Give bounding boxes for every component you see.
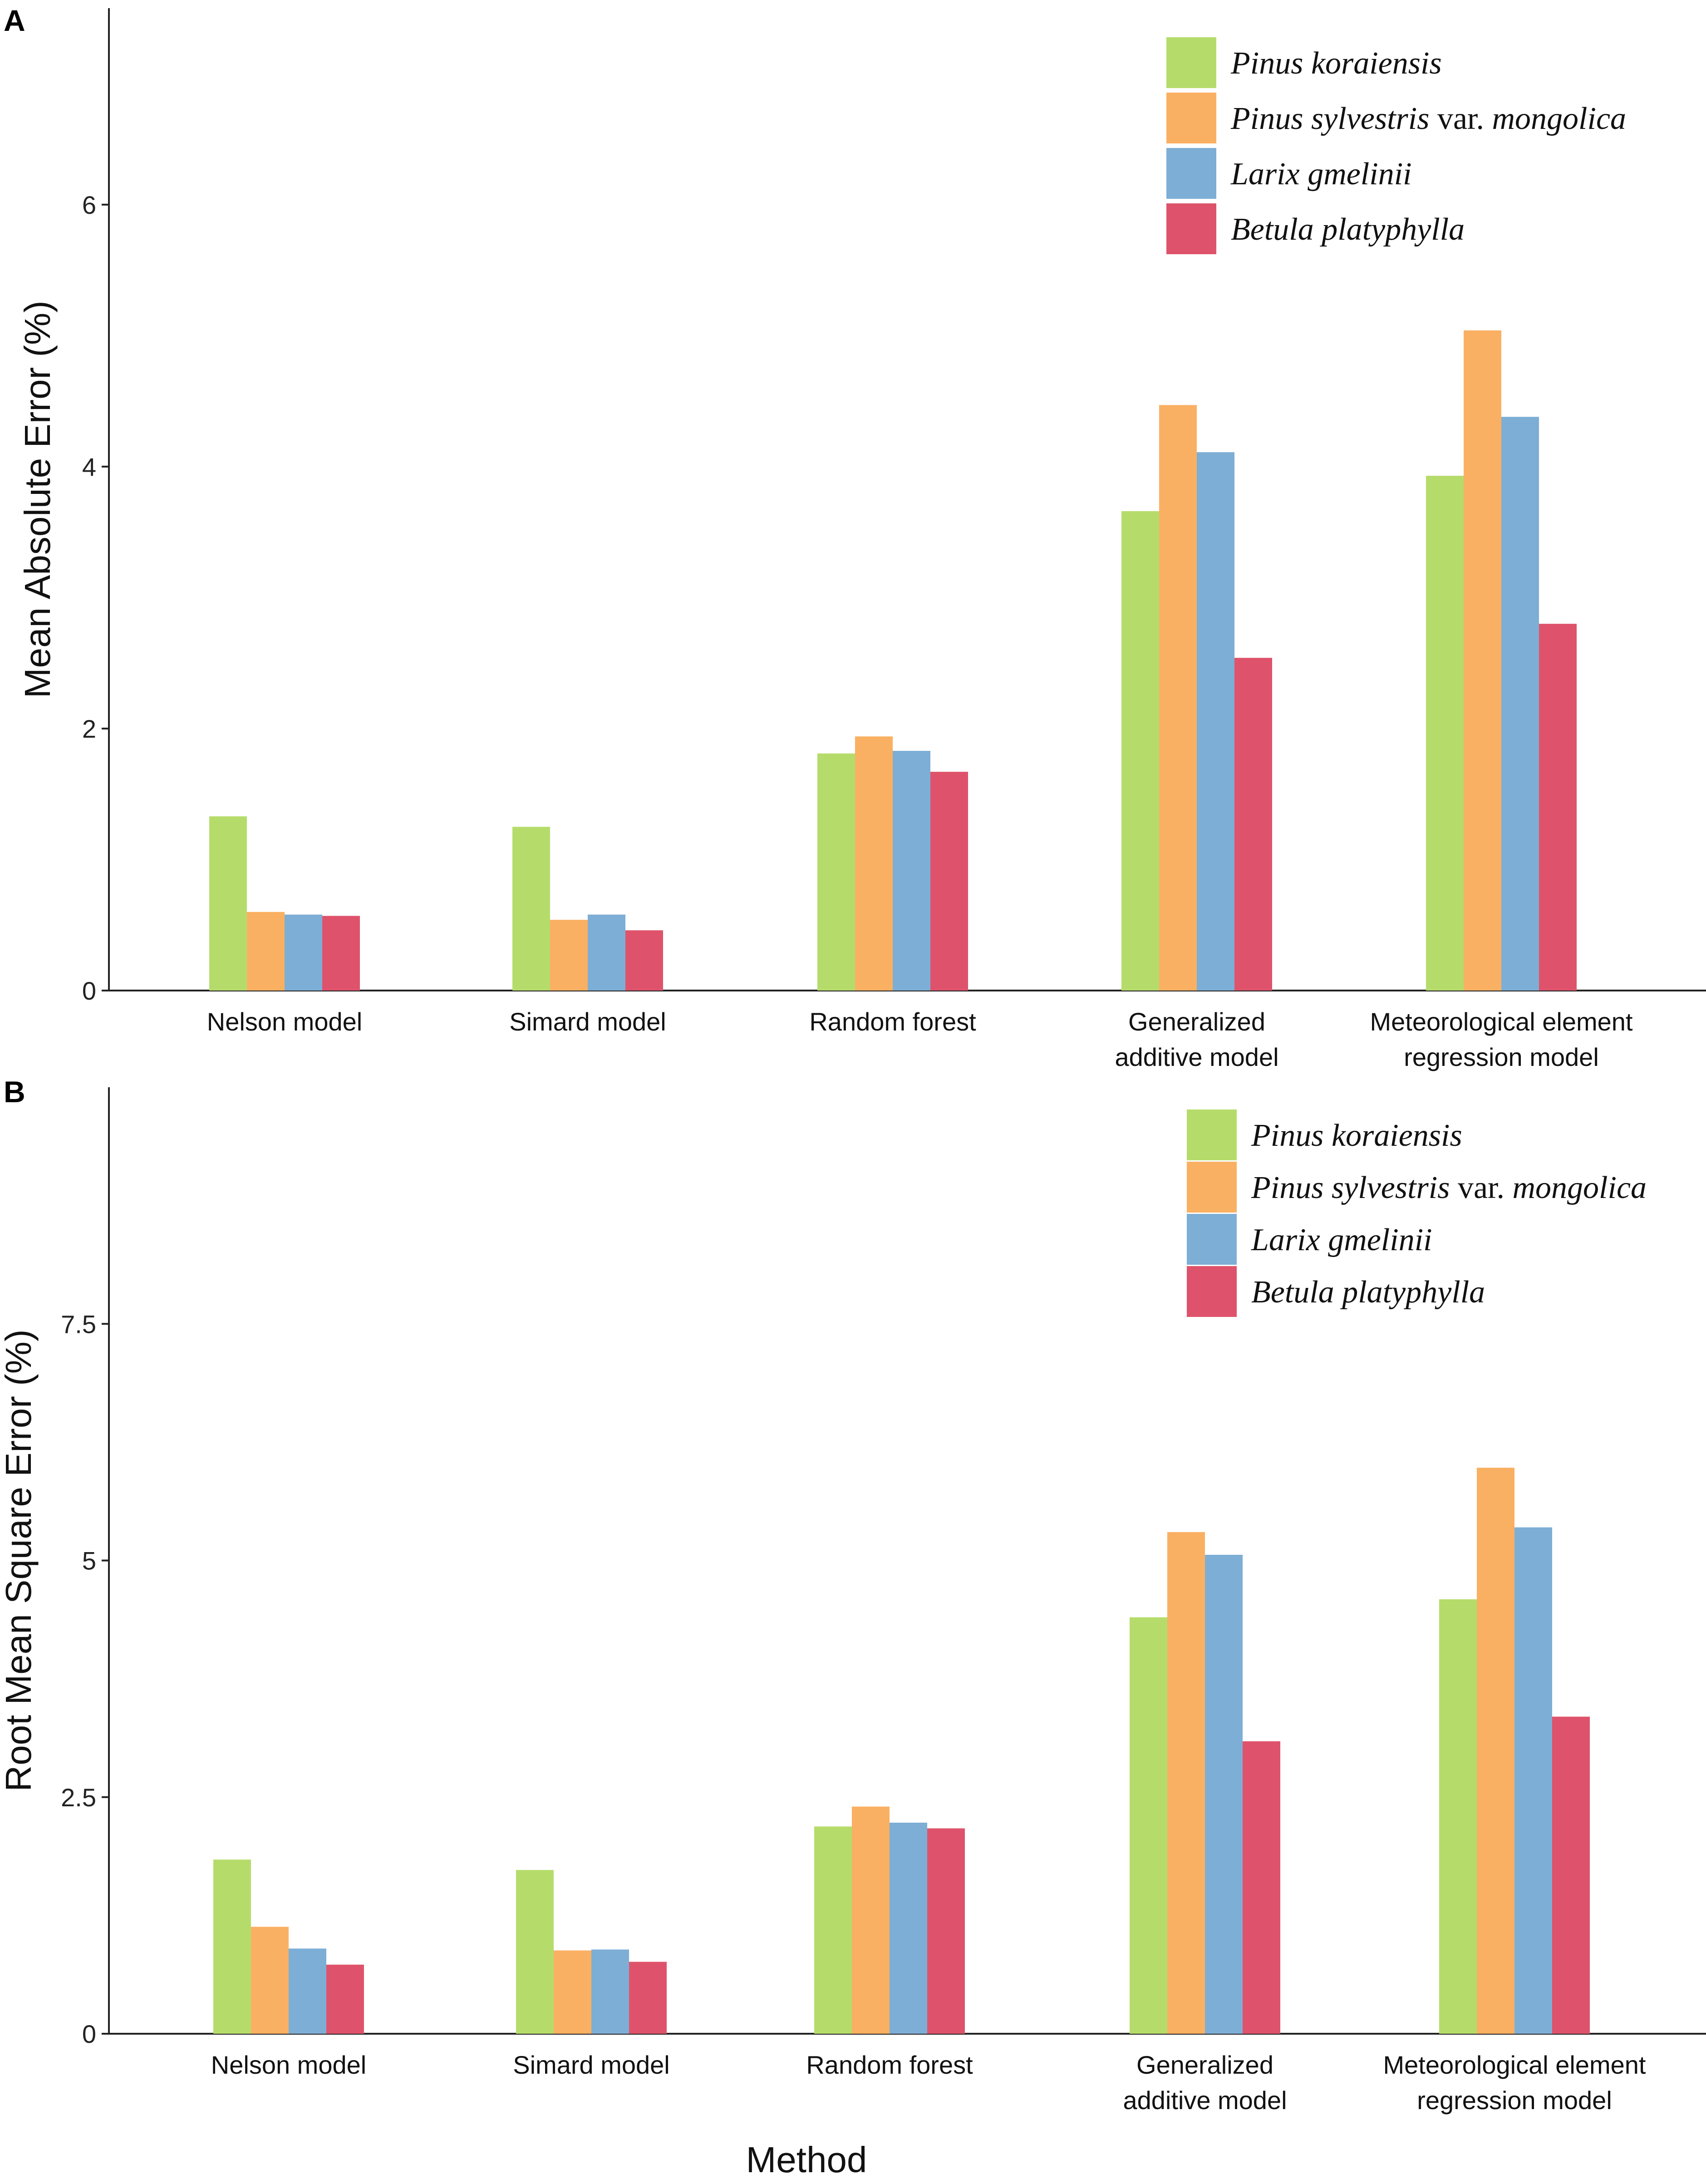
legend-label: Pinus sylvestris var. mongolica [1251,1170,1647,1205]
bar [1539,624,1577,991]
category-label: Nelson model [211,2051,366,2079]
legend-swatch [1187,1109,1237,1160]
legend-label: Betula platyphylla [1231,212,1465,247]
bar [1552,1716,1590,2034]
bar [251,1927,289,2034]
legend-label: Pinus koraiensis [1230,46,1442,81]
bar [1464,330,1501,991]
bar [1159,405,1197,991]
legend-label: Larix gmelinii [1230,157,1412,192]
y-tick-label: 5 [82,1547,96,1575]
panel-label: B [4,1075,25,1109]
y-tick-label: 4 [82,453,96,481]
bar [1205,1554,1243,2034]
legend-label: Pinus koraiensis [1251,1118,1462,1153]
legend-swatch [1187,1266,1237,1317]
category-label: Generalized [1136,2051,1273,2079]
y-tick-label: 6 [82,191,96,219]
category-label: additive model [1115,1043,1278,1071]
category-label: regression model [1417,2086,1612,2115]
bar [1234,658,1272,991]
bar [554,1950,591,2034]
bar [247,912,285,991]
y-axis-title: Root Mean Square Error (%) [0,1329,39,1791]
y-tick-label: 7.5 [61,1310,96,1338]
bar [852,1806,890,2034]
category-label: Nelson model [207,1007,362,1036]
bar [1439,1599,1477,2034]
legend-swatch [1187,1214,1237,1265]
category-label: Simard model [509,1007,666,1036]
bar [855,736,893,991]
bar [322,916,360,991]
category-label: Meteorological element [1383,2051,1646,2079]
bar [1426,476,1464,991]
category-label: regression model [1404,1043,1599,1071]
bar [625,930,663,991]
bar [209,816,247,991]
panel-label: A [4,4,25,37]
legend-label: Larix gmelinii [1251,1223,1432,1257]
bar [890,1823,927,2034]
y-tick-label: 2 [82,715,96,743]
legend-swatch [1166,203,1216,254]
y-tick-label: 0 [82,976,96,1005]
bar [893,750,930,991]
y-tick-label: 2.5 [61,1783,96,1812]
bar [289,1948,326,2034]
y-axis-title: Mean Absolute Error (%) [17,301,58,698]
bar [550,920,588,991]
legend-swatch [1166,37,1216,88]
category-label: Simard model [513,2051,669,2079]
x-axis-title: Method [746,2140,867,2180]
bar [1477,1468,1514,2034]
legend-swatch [1187,1162,1237,1213]
category-label: additive model [1123,2086,1287,2115]
bar [512,827,550,991]
category-label: Meteorological element [1370,1007,1633,1036]
bar [629,1962,667,2034]
bar [817,753,855,991]
bar [1167,1532,1205,2034]
bar [213,1859,251,2034]
legend-label: Pinus sylvestris var. mongolica [1230,101,1626,136]
bar [1130,1617,1167,2034]
bar [930,772,968,991]
bar [1501,417,1539,991]
bar [1243,1741,1280,2034]
legend-swatch [1166,148,1216,199]
bar [927,1828,965,2034]
legend-label: Betula platyphylla [1251,1275,1485,1310]
panel-b: B 0 2.5 5 7.5 Root Mean Square Error (%) Nelso… [0,1075,1706,2115]
bar [1514,1527,1552,2034]
bar [285,914,322,991]
bar [326,1964,364,2034]
bar [1197,452,1234,991]
category-label: Random forest [806,2051,973,2079]
category-label: Generalized [1128,1007,1265,1036]
bar [814,1826,852,2034]
bar [591,1949,629,2034]
bar [588,914,625,991]
panel-a: A 0 2 4 6 Mean Absolute Error (%) Nelson model… [4,4,1706,1071]
legend-swatch [1166,93,1216,143]
y-tick-label: 0 [82,2020,96,2048]
bar [1121,511,1159,991]
category-label: Random forest [809,1007,976,1036]
bar [516,1870,554,2034]
